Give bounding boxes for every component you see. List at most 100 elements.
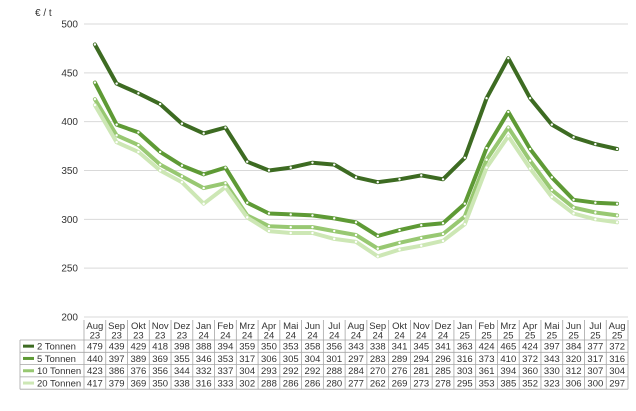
- data-point: [376, 234, 379, 238]
- data-label: 397: [544, 341, 560, 352]
- data-point: [398, 248, 401, 251]
- data-point: [550, 123, 554, 126]
- data-label: 278: [435, 378, 451, 389]
- data-point: [158, 102, 162, 106]
- data-point: [158, 163, 162, 166]
- data-point: [180, 164, 184, 167]
- x-tick-label: 24: [394, 331, 405, 342]
- y-tick-label: 400: [61, 117, 78, 128]
- data-point: [224, 185, 227, 189]
- data-point: [289, 213, 292, 216]
- data-point: [507, 135, 510, 138]
- data-point: [93, 43, 97, 46]
- data-label: 286: [305, 378, 321, 389]
- x-tick-label: Jun: [566, 321, 581, 332]
- x-tick-label: 24: [416, 331, 427, 342]
- data-point: [485, 146, 488, 150]
- data-label: 373: [479, 354, 495, 365]
- data-label: 277: [348, 378, 364, 389]
- data-point: [93, 98, 97, 101]
- x-tick-label: Jul: [589, 321, 601, 332]
- x-tick-label: 24: [307, 331, 318, 342]
- data-point: [137, 150, 140, 154]
- data-label: 353: [218, 354, 234, 365]
- data-label: 297: [609, 378, 625, 389]
- data-point: [137, 131, 140, 134]
- data-label: 316: [457, 354, 473, 365]
- y-axis-label: € / t: [35, 8, 52, 19]
- data-label: 410: [500, 354, 516, 365]
- x-tick-label: 25: [590, 331, 601, 342]
- data-point: [420, 244, 423, 247]
- x-tick-label: 25: [460, 331, 471, 342]
- data-label: 316: [196, 378, 212, 389]
- data-label: 417: [87, 378, 103, 389]
- data-label: 429: [130, 341, 146, 352]
- x-tick-label: Jun: [305, 321, 320, 332]
- x-tick-label: 25: [568, 331, 579, 342]
- data-point: [572, 212, 575, 215]
- data-label: 372: [609, 341, 625, 352]
- data-point: [615, 221, 619, 224]
- data-point: [507, 110, 510, 114]
- data-label: 284: [348, 366, 364, 377]
- data-point: [463, 215, 466, 218]
- data-label: 337: [218, 366, 234, 377]
- data-label: 285: [435, 366, 451, 377]
- x-tick-label: 23: [155, 331, 166, 342]
- x-tick-label: 24: [264, 331, 275, 342]
- data-label: 398: [174, 341, 190, 352]
- x-tick-label: Mai: [544, 321, 559, 332]
- x-tick-label: Jan: [457, 321, 472, 332]
- data-point: [572, 206, 575, 209]
- data-point: [246, 160, 249, 163]
- x-tick-label: 24: [220, 331, 231, 342]
- data-label: 273: [413, 378, 429, 389]
- data-point: [594, 211, 597, 214]
- data-point: [528, 97, 532, 100]
- data-point: [594, 201, 597, 204]
- data-point: [202, 186, 205, 190]
- data-label: 286: [283, 378, 299, 389]
- y-tick-label: 250: [61, 264, 78, 275]
- x-tick-label: 24: [351, 331, 362, 342]
- data-label: 377: [587, 341, 603, 352]
- data-point: [137, 143, 140, 147]
- x-tick-label: 23: [111, 331, 122, 342]
- data-point: [158, 150, 162, 154]
- data-label: 353: [283, 341, 299, 352]
- data-point: [333, 217, 336, 220]
- x-tick-label: 25: [525, 331, 536, 342]
- data-point: [376, 181, 379, 184]
- data-point: [267, 212, 271, 215]
- data-point: [594, 218, 597, 221]
- x-tick-label: Feb: [478, 321, 494, 332]
- data-point: [463, 223, 466, 226]
- data-point: [93, 103, 97, 107]
- x-tick-label: Mrz: [239, 321, 255, 332]
- x-tick-label: 24: [438, 331, 449, 342]
- y-tick-label: 500: [61, 20, 78, 31]
- x-tick-label: Okt: [131, 321, 146, 332]
- data-point: [441, 239, 445, 243]
- data-point: [115, 140, 118, 144]
- data-label: 439: [109, 341, 125, 352]
- x-tick-label: 25: [547, 331, 558, 342]
- x-tick-label: Nov: [152, 321, 169, 332]
- data-point: [224, 181, 227, 185]
- legend-entry: 2 Tonnen: [37, 341, 76, 352]
- data-point: [441, 222, 445, 225]
- y-tick-label: 350: [61, 166, 78, 177]
- data-point: [289, 231, 292, 235]
- data-label: 379: [109, 378, 125, 389]
- data-label: 479: [87, 341, 103, 352]
- data-label: 289: [392, 354, 408, 365]
- data-label: 300: [587, 378, 603, 389]
- data-point: [485, 97, 488, 100]
- data-label: 295: [457, 378, 473, 389]
- data-point: [615, 147, 619, 151]
- data-label: 292: [305, 366, 321, 377]
- data-point: [485, 166, 488, 169]
- data-point: [354, 221, 358, 224]
